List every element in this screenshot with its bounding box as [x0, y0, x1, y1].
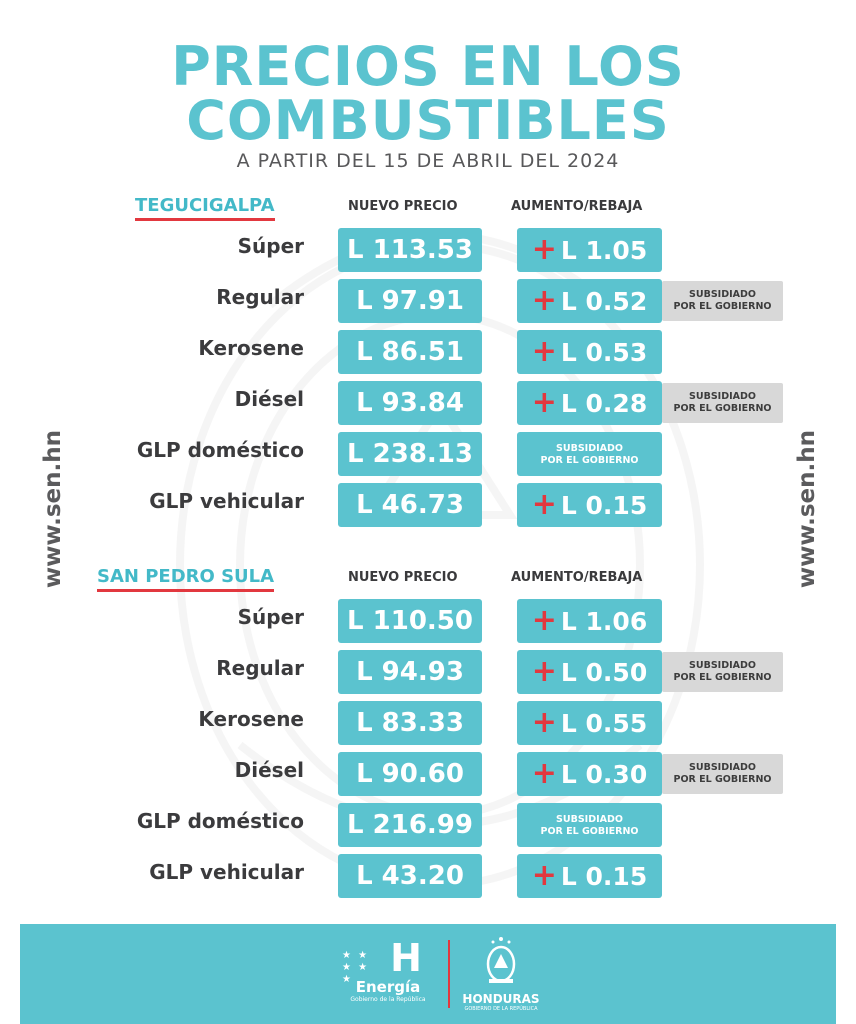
city-name: TEGUCIGALPA — [135, 195, 275, 221]
change-value: L 0.53 — [560, 338, 648, 367]
new-price: L 43.20 — [338, 854, 482, 898]
price-change: + L 0.52 — [517, 279, 662, 323]
new-price: L 86.51 — [338, 330, 482, 374]
price-row: Diésel L 93.84 + L 0.28 SUBSIDIADO POR EL … — [0, 381, 856, 425]
new-price-header: NUEVO PRECIO — [348, 199, 458, 214]
title-line-1: PRECIOS EN LOS — [171, 35, 685, 98]
fuel-name: Regular — [216, 285, 304, 309]
energia-h-mark: H — [390, 936, 422, 980]
fuel-name: GLP doméstico — [136, 809, 304, 833]
subsidized-change: SUBSIDIADO POR EL GOBIERNO — [517, 432, 662, 476]
footer-banner: ★ ★ ★ ★ ★ H Energía Gobierno de la Repúbl… — [20, 924, 836, 1024]
new-price: L 238.13 — [338, 432, 482, 476]
energia-subtitle: Gobierno de la República — [350, 996, 426, 1003]
price-row: Regular L 97.91 + L 0.52 SUBSIDIADO POR EL… — [0, 279, 856, 323]
coat-of-arms-icon — [486, 937, 516, 983]
change-value: L 1.05 — [560, 236, 648, 265]
new-price: L 93.84 — [338, 381, 482, 425]
price-change: + L 0.30 — [517, 752, 662, 796]
plus-icon: + — [531, 603, 557, 638]
price-row: Kerosene L 83.33 + L 0.55 — [0, 701, 856, 745]
price-row: Regular L 94.93 + L 0.50 SUBSIDIADO POR EL… — [0, 650, 856, 694]
new-price: L 83.33 — [338, 701, 482, 745]
plus-icon: + — [531, 334, 557, 369]
fuel-name: GLP vehicular — [149, 860, 304, 884]
fuel-name: Súper — [237, 234, 304, 258]
new-price: L 97.91 — [338, 279, 482, 323]
honduras-logo: HONDURAS GOBIERNO DE LA REPÚBLICA — [456, 934, 546, 1020]
plus-icon: + — [531, 705, 557, 740]
change-value: L 0.15 — [560, 862, 648, 891]
change-value: L 0.28 — [560, 389, 648, 418]
price-row: GLP vehicular L 43.20 + L 0.15 — [0, 854, 856, 898]
change-value: L 0.52 — [560, 287, 648, 316]
price-change: + L 1.05 — [517, 228, 662, 272]
city-name: SAN PEDRO SULA — [97, 566, 275, 592]
change-value: L 0.30 — [560, 760, 648, 789]
plus-icon: + — [531, 756, 557, 791]
subsidy-badge: SUBSIDIADO POR EL GOBIERNO — [662, 281, 783, 321]
fuel-name: Diésel — [234, 758, 304, 782]
price-change: + L 1.06 — [517, 599, 662, 643]
price-change: + L 0.53 — [517, 330, 662, 374]
price-row: Súper L 110.50 + L 1.06 — [0, 599, 856, 643]
honduras-subtitle: GOBIERNO DE LA REPÚBLICA — [464, 1006, 538, 1012]
change-header: AUMENTO/REBAJA — [511, 199, 643, 214]
plus-icon: + — [531, 858, 557, 893]
fuel-name: GLP vehicular — [149, 489, 304, 513]
price-change: + L 0.28 — [517, 381, 662, 425]
energia-logo: ★ ★ ★ ★ ★ H Energía Gobierno de la Repúbl… — [338, 938, 438, 1018]
title-line-2: COMBUSTIBLES — [186, 89, 670, 152]
fuel-name: Súper — [237, 605, 304, 629]
subsidy-badge: SUBSIDIADO POR EL GOBIERNO — [662, 383, 783, 423]
change-header: AUMENTO/REBAJA — [511, 570, 643, 585]
fuel-name: Regular — [216, 656, 304, 680]
change-value: L 0.55 — [560, 709, 648, 738]
fuel-name: Kerosene — [198, 336, 304, 360]
plus-icon: + — [531, 385, 557, 420]
price-row: Diésel L 90.60 + L 0.30 SUBSIDIADO POR EL … — [0, 752, 856, 796]
subsidized-change: SUBSIDIADO POR EL GOBIERNO — [517, 803, 662, 847]
fuel-name: Diésel — [234, 387, 304, 411]
change-value: L 0.50 — [560, 658, 648, 687]
logo-divider — [448, 940, 450, 1008]
subsidy-badge: SUBSIDIADO POR EL GOBIERNO — [662, 652, 783, 692]
plus-icon: + — [531, 283, 557, 318]
plus-icon: + — [531, 487, 557, 522]
change-value: L 1.06 — [560, 607, 648, 636]
fuel-name: Kerosene — [198, 707, 304, 731]
new-price: L 94.93 — [338, 650, 482, 694]
fuel-name: GLP doméstico — [136, 438, 304, 462]
subsidy-badge: SUBSIDIADO POR EL GOBIERNO — [662, 754, 783, 794]
honduras-name: HONDURAS — [462, 992, 540, 1006]
price-row: GLP doméstico L 216.99 SUBSIDIADO POR EL … — [0, 803, 856, 847]
price-change: + L 0.55 — [517, 701, 662, 745]
price-change: + L 0.50 — [517, 650, 662, 694]
price-row: GLP doméstico L 238.13 SUBSIDIADO POR EL … — [0, 432, 856, 476]
new-price: L 110.50 — [338, 599, 482, 643]
new-price: L 90.60 — [338, 752, 482, 796]
price-row: GLP vehicular L 46.73 + L 0.15 — [0, 483, 856, 527]
effective-date-subtitle: A PARTIR DEL 15 DE ABRIL DEL 2024 — [236, 150, 620, 172]
price-change: + L 0.15 — [517, 483, 662, 527]
new-price: L 113.53 — [338, 228, 482, 272]
plus-icon: + — [531, 654, 557, 689]
new-price: L 216.99 — [338, 803, 482, 847]
change-value: L 0.15 — [560, 491, 648, 520]
price-row: Súper L 113.53 + L 1.05 — [0, 228, 856, 272]
new-price: L 46.73 — [338, 483, 482, 527]
plus-icon: + — [531, 232, 557, 267]
price-row: Kerosene L 86.51 + L 0.53 — [0, 330, 856, 374]
stars-icon: ★ ★ ★ ★ ★ — [342, 950, 370, 985]
new-price-header: NUEVO PRECIO — [348, 570, 458, 585]
price-change: + L 0.15 — [517, 854, 662, 898]
energia-name: Energía — [355, 978, 421, 996]
